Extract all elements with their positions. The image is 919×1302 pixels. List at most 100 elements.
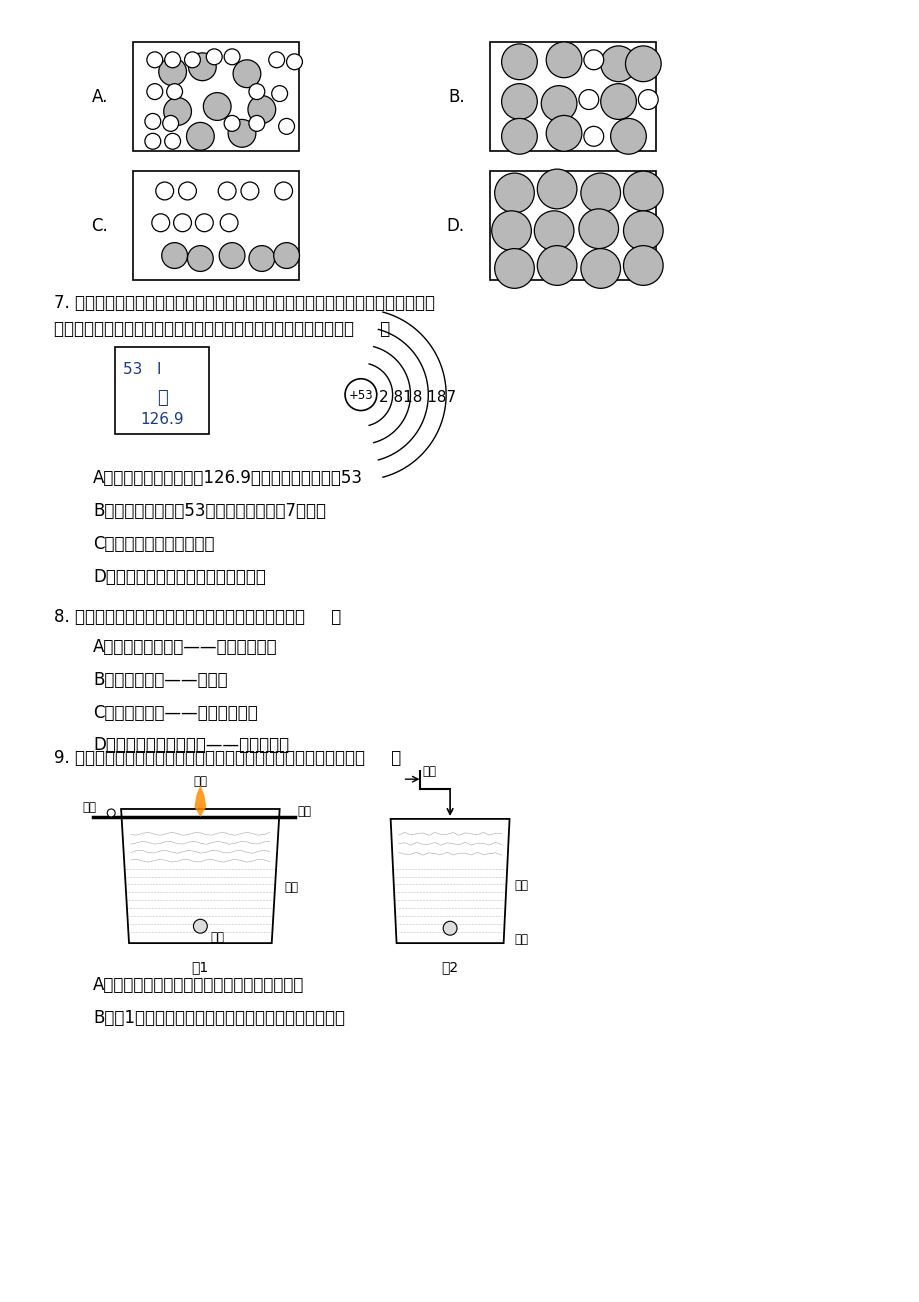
Circle shape [224,49,240,65]
Circle shape [578,90,598,109]
Circle shape [187,122,214,150]
Text: 中提供的碘元素的信息及碘原子的结构示意图。下列说法错误的是（     ）: 中提供的碘元素的信息及碘原子的结构示意图。下列说法错误的是（ ） [53,320,390,339]
Circle shape [247,95,276,124]
Bar [489,171,655,280]
Circle shape [268,52,284,68]
Circle shape [233,60,261,87]
Text: B．硬水和软水——肥皂水: B．硬水和软水——肥皂水 [93,671,228,689]
Text: C.: C. [91,216,108,234]
Circle shape [610,118,645,154]
Circle shape [623,171,663,211]
Circle shape [165,52,180,68]
Text: A．水与澄清石灰水——二氧化碳气体: A．水与澄清石灰水——二氧化碳气体 [93,638,278,656]
Circle shape [600,46,636,82]
Circle shape [534,211,573,250]
Circle shape [108,809,115,816]
Circle shape [623,211,663,250]
Circle shape [600,83,636,120]
Text: 7. 随着日本福岛核电站放射性碘泄漏，碘这种元素被人们所认知。如图是元素周期表: 7. 随着日本福岛核电站放射性碘泄漏，碘这种元素被人们所认知。如图是元素周期表 [53,294,435,312]
Circle shape [287,53,302,70]
Text: 红磷: 红磷 [193,775,207,788]
Circle shape [501,44,537,79]
Text: 白磷: 白磷 [514,934,528,947]
Circle shape [580,249,619,288]
Text: 热水: 热水 [284,880,299,893]
Text: 图2: 图2 [441,960,459,974]
Circle shape [625,46,661,82]
Text: 氧气: 氧气 [422,766,436,779]
Text: 白磷: 白磷 [210,931,224,944]
Circle shape [494,249,534,288]
Polygon shape [194,785,206,816]
Circle shape [144,133,161,150]
Circle shape [174,214,191,232]
Circle shape [546,116,581,151]
Bar [133,42,300,151]
Circle shape [580,173,619,212]
Text: 铜片: 铜片 [297,806,312,819]
Circle shape [501,118,537,154]
Circle shape [275,182,292,201]
Text: +53: +53 [348,389,373,402]
Circle shape [491,211,531,250]
Circle shape [195,214,213,232]
Text: A.: A. [92,87,108,105]
Circle shape [578,208,618,249]
Text: 53   I: 53 I [123,362,162,376]
Circle shape [152,214,169,232]
Circle shape [584,49,603,70]
Circle shape [165,133,180,150]
Circle shape [220,214,238,232]
Circle shape [278,118,294,134]
Circle shape [163,116,178,132]
Circle shape [187,246,213,271]
Text: D．碘原子在化学反应中容易失去电子: D．碘原子在化学反应中容易失去电子 [93,568,266,586]
Bar [115,346,209,435]
Circle shape [164,98,191,125]
Circle shape [249,116,265,132]
Circle shape [162,242,187,268]
Text: D.: D. [447,216,464,234]
Circle shape [501,83,537,120]
Text: D．氮气和二氧化碳气体——燃着的木条: D．氮气和二氧化碳气体——燃着的木条 [93,737,289,754]
Text: 碘: 碘 [156,389,167,406]
Circle shape [638,90,657,109]
Text: B．碘原子核外共有53个电子，最外层有7个电子: B．碘原子核外共有53个电子，最外层有7个电子 [93,503,326,519]
Text: 2 818 187: 2 818 187 [379,389,456,405]
Text: A．碘的相对原子质量为126.9，原子核内质子数为53: A．碘的相对原子质量为126.9，原子核内质子数为53 [93,469,363,487]
Circle shape [540,86,576,121]
Circle shape [274,242,300,268]
Circle shape [178,182,196,201]
Circle shape [219,242,244,268]
Circle shape [537,169,576,208]
Circle shape [443,922,457,935]
Text: B.: B. [448,87,464,105]
Circle shape [241,182,258,201]
Circle shape [193,919,207,934]
Text: A．此组实验烧杯中的热水只起提高温度的作用: A．此组实验烧杯中的热水只起提高温度的作用 [93,976,304,993]
Text: 图1: 图1 [191,960,209,974]
Circle shape [188,53,216,81]
Circle shape [218,182,236,201]
Text: 126.9: 126.9 [141,411,184,427]
Circle shape [185,52,200,68]
Text: C．碘元素属于非金属元素: C．碘元素属于非金属元素 [93,535,215,553]
Circle shape [159,57,187,86]
Text: 白磷: 白磷 [83,801,96,814]
Text: 9. 下图所示的一组实验可用于研究燃烧条件。下列说法中正确的是（     ）: 9. 下图所示的一组实验可用于研究燃烧条件。下列说法中正确的是（ ） [53,750,401,767]
Circle shape [166,83,182,99]
Circle shape [249,83,265,99]
Circle shape [494,173,534,212]
Circle shape [228,120,255,147]
Circle shape [537,246,576,285]
Circle shape [271,86,288,102]
Bar [133,171,300,280]
Circle shape [144,113,161,129]
Text: C．空气和氧气——带火星的木条: C．空气和氧气——带火星的木条 [93,703,258,721]
Bar [489,42,655,151]
Text: B．图1中铜片上的白磷和红磷对比说明燃烧必须有氧气: B．图1中铜片上的白磷和红磷对比说明燃烧必须有氧气 [93,1009,345,1027]
Text: 热水: 热水 [514,879,528,892]
Circle shape [147,52,163,68]
Circle shape [623,246,663,285]
Circle shape [546,42,581,78]
